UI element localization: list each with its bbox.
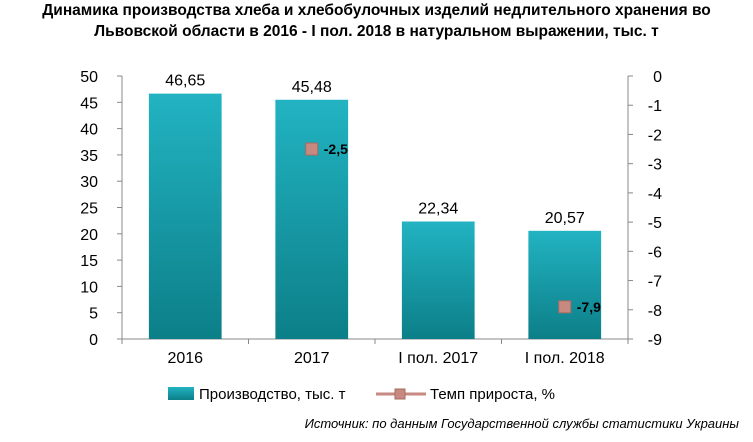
- growth-markers: -2,5 -7,9: [305, 141, 601, 315]
- legend: Производство, тыс. т Темп прироста, %: [168, 386, 555, 403]
- bar: [528, 230, 602, 339]
- x-category-label: I пол. 2018: [525, 350, 605, 367]
- bar-value-label: 45,48: [292, 79, 332, 96]
- y-right-tick-label: -9: [648, 332, 662, 349]
- y-left-tick-label: 10: [80, 279, 98, 296]
- y-left-tick-label: 5: [89, 306, 98, 323]
- bar: [148, 93, 222, 339]
- chart-title: Динамика производства хлеба и хлебобулоч…: [0, 0, 753, 42]
- y-right-tick-label: -2: [648, 127, 662, 144]
- x-category-label: 2017: [294, 350, 330, 367]
- bar-value-label: 20,57: [545, 210, 585, 227]
- y-right-tick-label: -6: [648, 244, 662, 261]
- growth-marker: [558, 300, 572, 314]
- data-labels: 46,65 45,48 22,34 20,57: [165, 73, 585, 227]
- y-right-tick-label: -5: [648, 215, 662, 232]
- legend-bar-swatch: [168, 387, 194, 400]
- legend-bar-label: Производство, тыс. т: [199, 386, 346, 403]
- y-right-tick-label: -3: [648, 157, 662, 174]
- y-left-tick-label: 35: [80, 148, 98, 165]
- y-right-tick-label: 0: [653, 69, 662, 86]
- growth-value-label: -2,5: [324, 141, 348, 157]
- y-left-tick-label: 15: [80, 253, 98, 270]
- y-left-tick-label: 0: [89, 332, 98, 349]
- y-left-tick-label: 25: [80, 201, 98, 218]
- y-right-tick-label: -1: [648, 98, 662, 115]
- y-left-tick-label: 20: [80, 227, 98, 244]
- legend-marker-swatch: [394, 388, 406, 400]
- chart-title-line-2: Львовской области в 2016 - I пол. 2018 в…: [94, 23, 659, 40]
- y-right-tick-label: -7: [648, 274, 662, 291]
- growth-marker: [305, 142, 319, 156]
- legend-line-label: Темп прироста, %: [430, 386, 555, 403]
- x-category-label: 2016: [167, 350, 203, 367]
- y-right-tick-label: -8: [648, 303, 662, 320]
- bar: [275, 99, 349, 339]
- bar-value-label: 46,65: [165, 73, 205, 90]
- bar: [401, 221, 475, 339]
- y-left-tick-label: 30: [80, 174, 98, 191]
- growth-value-label: -7,9: [577, 299, 601, 315]
- bars: [148, 93, 602, 339]
- y-left-tick-label: 40: [80, 122, 98, 139]
- source-note: Источник: по данным Государственной служ…: [304, 416, 739, 431]
- y-left-tick-label: 45: [80, 95, 98, 112]
- y-left-tick-label: 50: [80, 69, 98, 86]
- y-right-tick-label: -4: [648, 186, 662, 203]
- bar-value-label: 22,34: [418, 200, 458, 217]
- x-category-label: I пол. 2017: [398, 350, 478, 367]
- chart-title-line-1: Динамика производства хлеба и хлебобулоч…: [42, 2, 711, 19]
